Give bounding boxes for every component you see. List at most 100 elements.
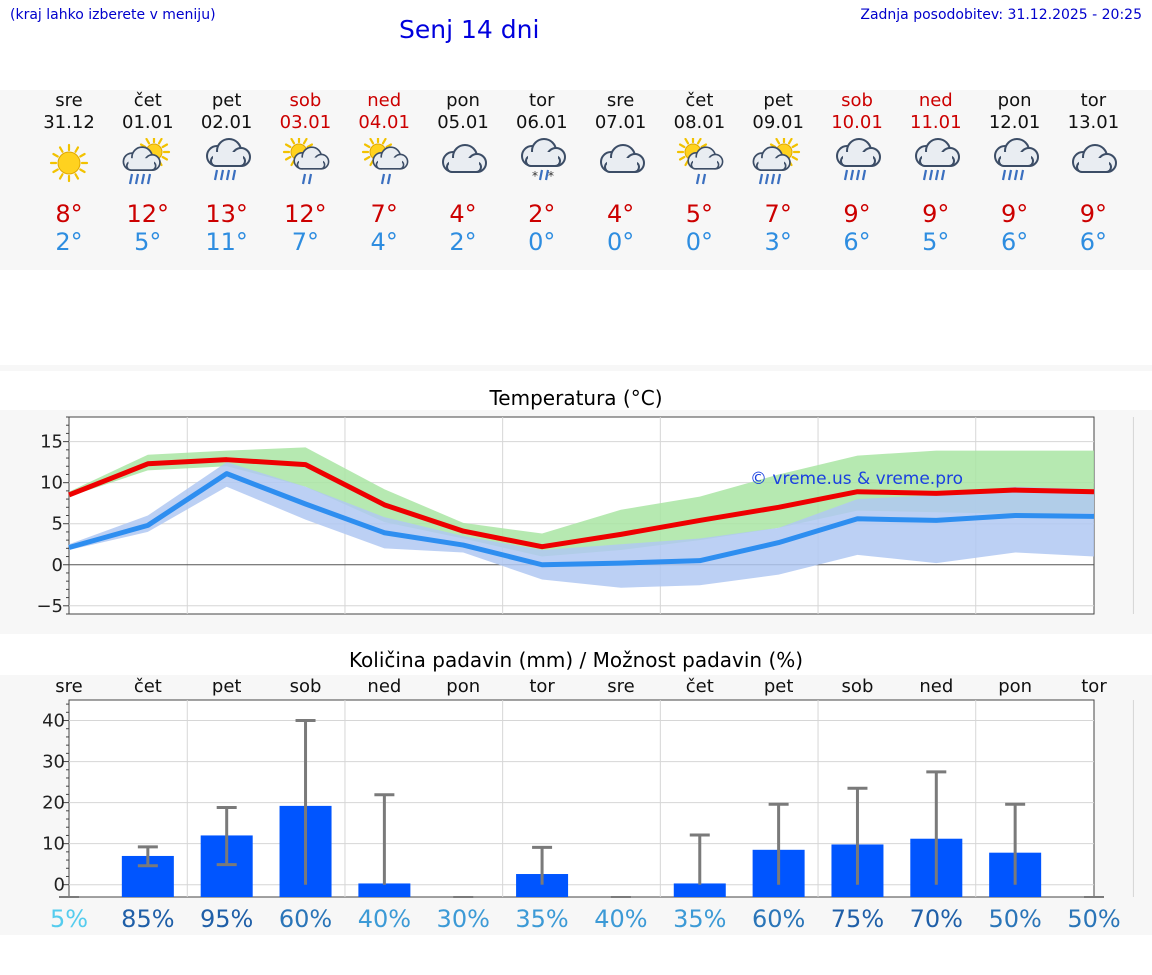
x-tick-label: ned (919, 676, 953, 697)
precip-probability-label: 70% (910, 905, 963, 933)
error-bar (137, 845, 158, 868)
cloud-icon (442, 144, 487, 173)
svg-text:*: * (548, 169, 554, 183)
max-temp: 9° (1000, 200, 1029, 228)
day-date: 06.01 (516, 112, 568, 133)
y-tick-label: 30 (42, 752, 65, 773)
error-bar (374, 793, 395, 885)
y-tick-label: 20 (42, 793, 65, 814)
error-bar (689, 833, 710, 885)
error-bar (1005, 802, 1026, 885)
precip-probability-label: 95% (200, 905, 253, 933)
temperature-chart-title: Temperatura (°C) (489, 386, 663, 410)
day-name: sob (289, 90, 322, 111)
min-temp: 5° (922, 228, 950, 256)
x-tick-label: tor (1081, 676, 1107, 697)
sun-cloud-light-rain-icon (362, 138, 409, 185)
y-tick-label: 0 (52, 555, 63, 576)
y-tick-label: 10 (40, 473, 63, 494)
day-date: 12.01 (988, 112, 1041, 133)
min-temp: 0° (606, 228, 635, 256)
day-date: 31.12 (43, 112, 95, 133)
min-temp: 6° (1000, 228, 1029, 256)
day-name: pon (997, 90, 1032, 111)
x-tick-label: pet (212, 676, 242, 697)
precip-bar (516, 874, 569, 897)
cloud-rain-icon (205, 138, 251, 181)
min-temp: 6° (843, 228, 871, 256)
precip-probability-label: 50% (1067, 905, 1120, 933)
precip-bar (358, 883, 411, 897)
day-date: 07.01 (594, 112, 647, 133)
x-tick-label: pet (764, 676, 794, 697)
precip-probability-label: 85% (121, 905, 174, 933)
max-temp: 9° (922, 200, 950, 228)
day-name: tor (1080, 90, 1107, 111)
page-title: Senj 14 dni (399, 15, 540, 44)
x-tick-label: ned (367, 676, 401, 697)
cloud-icon (599, 144, 645, 173)
cloud-rain-icon (914, 138, 960, 181)
y-tick-label: 40 (42, 711, 65, 732)
day-date: 04.01 (358, 112, 410, 133)
max-temp: 4° (606, 200, 635, 228)
day-name: sre (55, 90, 83, 111)
day-date: 11.01 (910, 112, 962, 133)
day-name: sob (841, 90, 873, 111)
min-temp: 2° (449, 228, 477, 256)
y-tick-label: −5 (36, 596, 63, 617)
day-name: čet (685, 90, 714, 111)
x-tick-label: sob (290, 676, 322, 697)
min-temp: 6° (1079, 228, 1108, 256)
min-range-band (69, 462, 1094, 588)
watermark: © vreme.us & vreme.pro (750, 469, 963, 489)
cloud-rain-icon (993, 138, 1039, 181)
y-tick-label: 5 (52, 514, 63, 535)
min-temp: 0° (528, 228, 556, 256)
day-date: 03.01 (279, 112, 332, 133)
max-temp: 12° (126, 200, 170, 228)
sun-icon (49, 143, 89, 183)
max-temp: 4° (449, 200, 477, 228)
precip-probability-label: 75% (831, 905, 884, 933)
day-name: pon (446, 90, 480, 111)
sun-cloud-rain-icon (752, 138, 801, 185)
precip-probability-label: 35% (673, 905, 726, 933)
daily-forecast-strip (0, 90, 1152, 270)
max-temp: 8° (55, 200, 83, 228)
day-date: 13.01 (1067, 112, 1120, 133)
x-tick-label: čet (134, 676, 162, 697)
error-bar (295, 719, 316, 885)
min-temperature-line (68, 471, 1095, 568)
precip-probability-label: 60% (279, 905, 332, 933)
cloud-sleet-icon: * * (520, 138, 566, 183)
x-tick-label: sre (55, 676, 82, 697)
min-temp: 7° (291, 228, 320, 256)
precip-probability-label: 40% (358, 905, 411, 933)
error-bar (847, 786, 868, 885)
min-temp: 4° (370, 228, 398, 256)
x-tick-label: sob (842, 676, 874, 697)
precip-bar (673, 883, 726, 897)
sun-cloud-light-rain-icon (677, 138, 724, 185)
day-columns: sre 31.12 8° 2° čet 01.01 12° 5° pet 02.01 13° 11° s… (0, 0, 1152, 270)
max-temp: 7° (764, 200, 792, 228)
error-bar (532, 845, 553, 885)
max-temp: 12° (284, 200, 327, 228)
cloud-icon (1072, 144, 1118, 173)
day-name: pet (763, 90, 793, 111)
max-temp: 2° (528, 200, 556, 228)
min-temp: 2° (55, 228, 83, 256)
location-menu-hint: (kraj lahko izberete v meniju) (10, 7, 216, 23)
x-tick-label: sre (607, 676, 634, 697)
x-tick-label: pon (998, 676, 1032, 697)
day-name: čet (133, 90, 162, 111)
max-temperature-line (68, 457, 1095, 550)
min-temp: 5° (134, 228, 162, 256)
day-date: 09.01 (752, 112, 804, 133)
day-name: sre (606, 90, 635, 111)
precip-probability-label: 5% (50, 905, 88, 933)
sun-cloud-light-rain-icon (283, 138, 330, 185)
